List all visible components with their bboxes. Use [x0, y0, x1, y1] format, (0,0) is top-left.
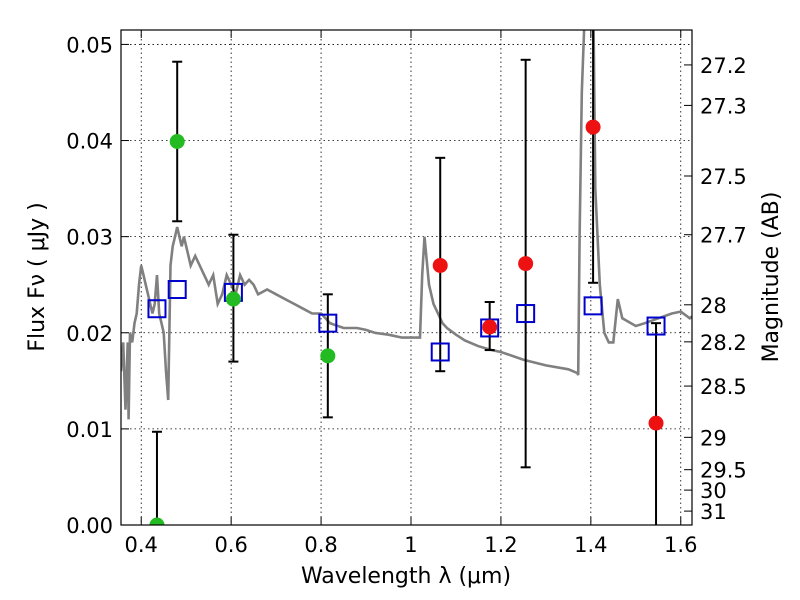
y-tick-label: 0.01: [66, 418, 113, 442]
red-data-point: [482, 319, 498, 335]
y-tick-label: 0.05: [66, 33, 113, 57]
right-tick-label: 30: [700, 479, 727, 503]
x-tick-label: 0.4: [125, 533, 158, 557]
x-tick-label: 0.6: [214, 533, 247, 557]
x-axis-label: Wavelength λ (μm): [301, 564, 511, 589]
right-tick-label: 29: [700, 426, 727, 450]
green-data-point: [149, 517, 165, 525]
model-photometry-square: [430, 342, 450, 362]
spectrum-line: [121, 30, 692, 420]
x-tick-label: 1.6: [664, 533, 697, 557]
right-tick-label: 29.5: [700, 459, 747, 483]
x-tick-label: 1: [404, 533, 417, 557]
y-tick-label: 0.04: [66, 130, 113, 154]
red-data-point: [432, 257, 448, 273]
right-tick-label: 31: [700, 500, 727, 524]
model-photometry-square: [516, 304, 536, 324]
green-data-point: [225, 291, 241, 307]
model-photometry-square: [480, 318, 500, 338]
y-axis-label: Flux Fν ( μJy ): [25, 202, 50, 351]
data-markers: [147, 119, 666, 525]
model-photometry-square: [583, 296, 603, 316]
grid-lines: [121, 30, 692, 526]
right-axis-label: Magnitude (AB): [759, 192, 784, 363]
red-data-point: [518, 256, 534, 272]
red-data-point: [585, 119, 601, 135]
axis-ticks: 0.4 0.6 0.8 1 1.2 1.4 1.6 0.00 0.01 0.02 0.03 0.04 0…: [66, 30, 747, 557]
plot-frame: [120, 29, 693, 526]
right-tick-label: 28.2: [700, 331, 747, 355]
red-data-point: [648, 415, 664, 431]
y-tick-label: 0.03: [66, 226, 113, 250]
green-data-point: [169, 133, 185, 149]
right-tick-label: 27.5: [700, 165, 747, 189]
y-tick-label: 0.02: [66, 322, 113, 346]
x-tick-label: 0.8: [304, 533, 337, 557]
y-tick-label: 0.00: [66, 514, 113, 538]
green-data-point: [320, 348, 336, 364]
model-photometry-square: [646, 316, 666, 336]
model-photometry-square: [147, 299, 167, 319]
model-photometry-square: [167, 280, 187, 300]
right-tick-label: 27.2: [700, 54, 747, 78]
x-tick-label: 1.2: [484, 533, 517, 557]
model-spectrum: [121, 30, 692, 420]
model-photometry-square: [318, 313, 338, 333]
right-tick-label: 27.3: [700, 94, 747, 118]
right-tick-label: 27.7: [700, 224, 747, 248]
x-tick-label: 1.4: [574, 533, 607, 557]
right-tick-label: 28: [700, 294, 727, 318]
right-tick-label: 28.5: [700, 375, 747, 399]
